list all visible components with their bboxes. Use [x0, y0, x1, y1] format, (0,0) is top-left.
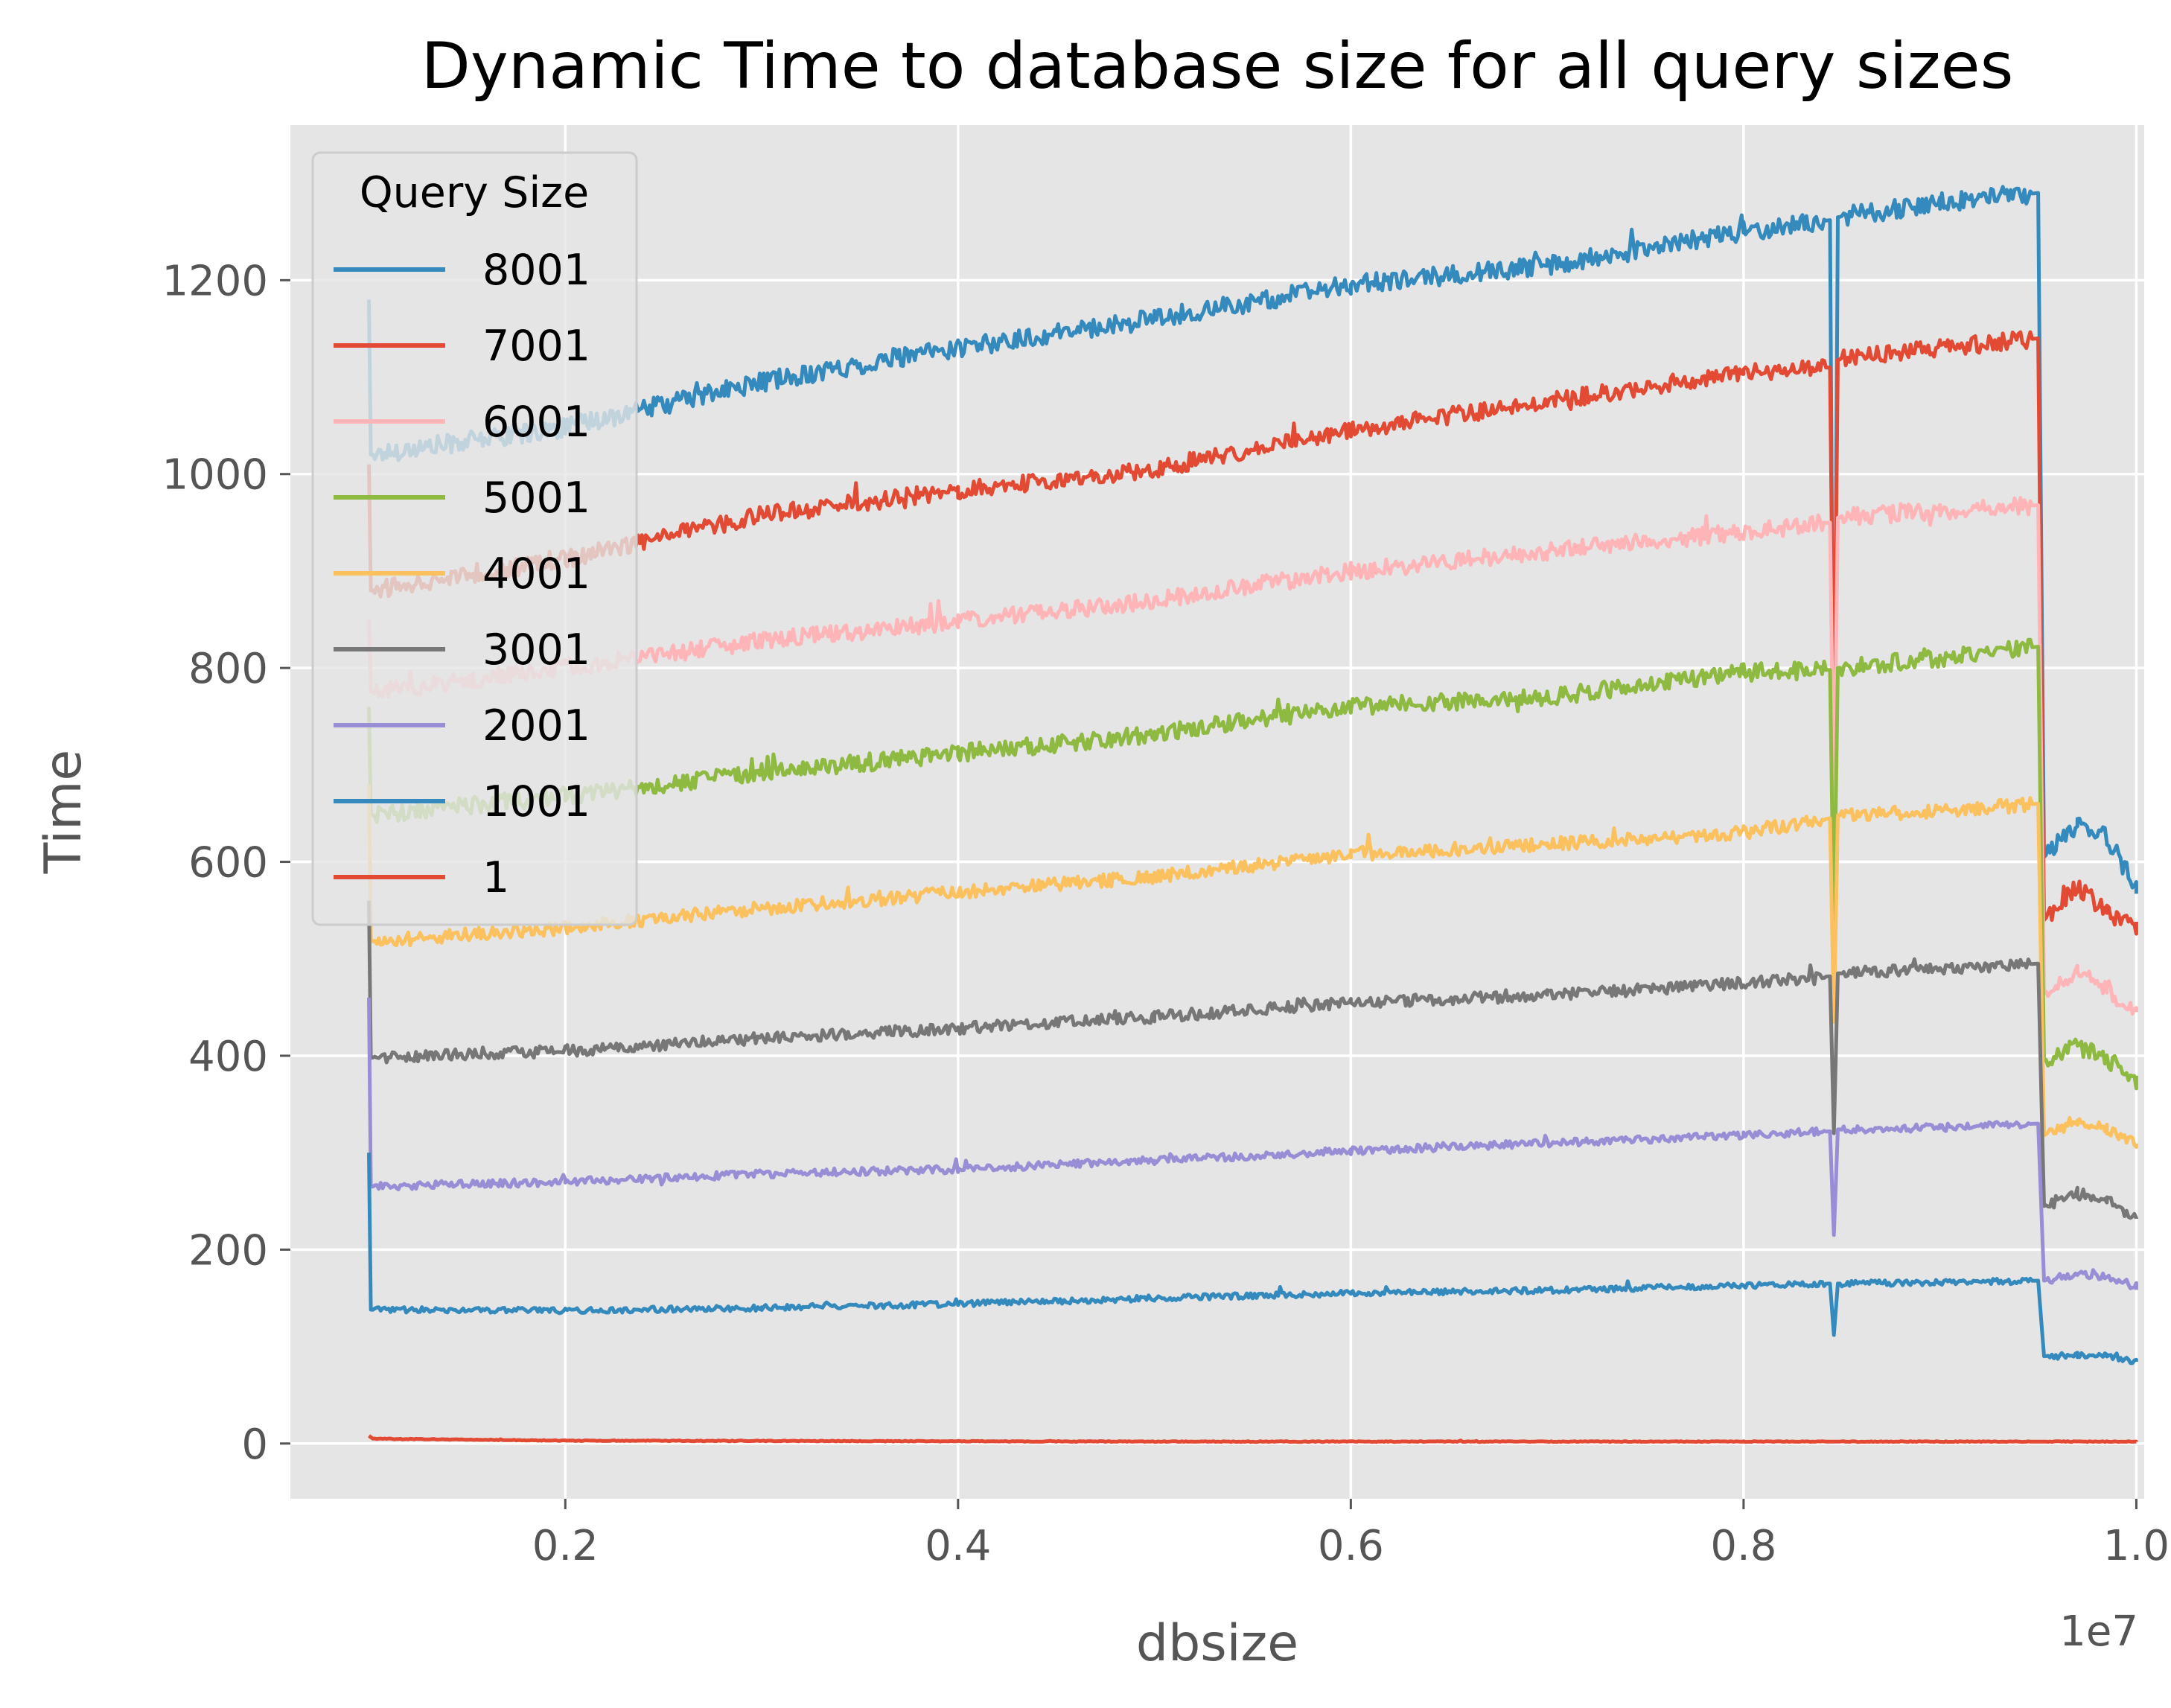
series-line-4001 — [367, 784, 2138, 1150]
legend-label-1001: 1001 — [482, 777, 590, 826]
legend-label-2001: 2001 — [482, 701, 590, 751]
series-line-2001 — [367, 997, 2138, 1290]
x-tick-label: 0.2 — [532, 1522, 599, 1570]
series-line-3001 — [367, 900, 2138, 1220]
y-tick-label: 1000 — [162, 451, 268, 500]
y-tick-label: 600 — [188, 839, 268, 888]
series-line-5001 — [367, 637, 2138, 1091]
legend-label-1: 1 — [482, 853, 509, 902]
legend-label-4001: 4001 — [482, 549, 590, 599]
x-axis-label: dbsize — [1136, 1614, 1298, 1673]
y-tick-label: 1200 — [162, 257, 268, 305]
legend: Query Size 8001 7001 6001 5001 4001 3001 2001 1… — [311, 151, 638, 926]
legend-label-7001: 7001 — [482, 322, 590, 371]
y-tick-label: 0 — [241, 1421, 268, 1469]
y-tick-label: 200 — [188, 1226, 268, 1275]
series-line-8001 — [367, 185, 2138, 894]
series-layer — [367, 185, 2138, 1444]
series-line-1 — [368, 1434, 2138, 1444]
axis-layer: 0.2 0.4 0.6 0.8 1.0 0 200 400 600 800 1000 1200 — [162, 257, 2169, 1570]
y-tick-label: 400 — [188, 1033, 268, 1081]
legend-entries: 8001 7001 6001 5001 4001 3001 2001 1001 1 — [334, 246, 590, 902]
legend-label-5001: 5001 — [482, 474, 590, 523]
x-axis-offset-label: 1e7 — [2059, 1607, 2138, 1656]
x-tick-label: 1.0 — [2103, 1522, 2170, 1570]
x-tick-label: 0.4 — [925, 1522, 991, 1570]
series-line-1001 — [367, 1153, 2138, 1366]
legend-label-6001: 6001 — [482, 398, 590, 447]
legend-title: Query Size — [360, 168, 589, 217]
x-tick-label: 0.6 — [1318, 1522, 1384, 1570]
y-axis-label: Time — [34, 750, 93, 874]
chart-title: Dynamic Time to database size for all qu… — [421, 29, 2014, 103]
x-tick-label: 0.8 — [1710, 1522, 1776, 1570]
series-line-6001 — [367, 496, 2138, 1016]
y-tick-label: 800 — [188, 645, 268, 693]
legend-label-8001: 8001 — [482, 246, 590, 295]
series-line-7001 — [367, 330, 2138, 936]
legend-label-3001: 3001 — [482, 625, 590, 675]
